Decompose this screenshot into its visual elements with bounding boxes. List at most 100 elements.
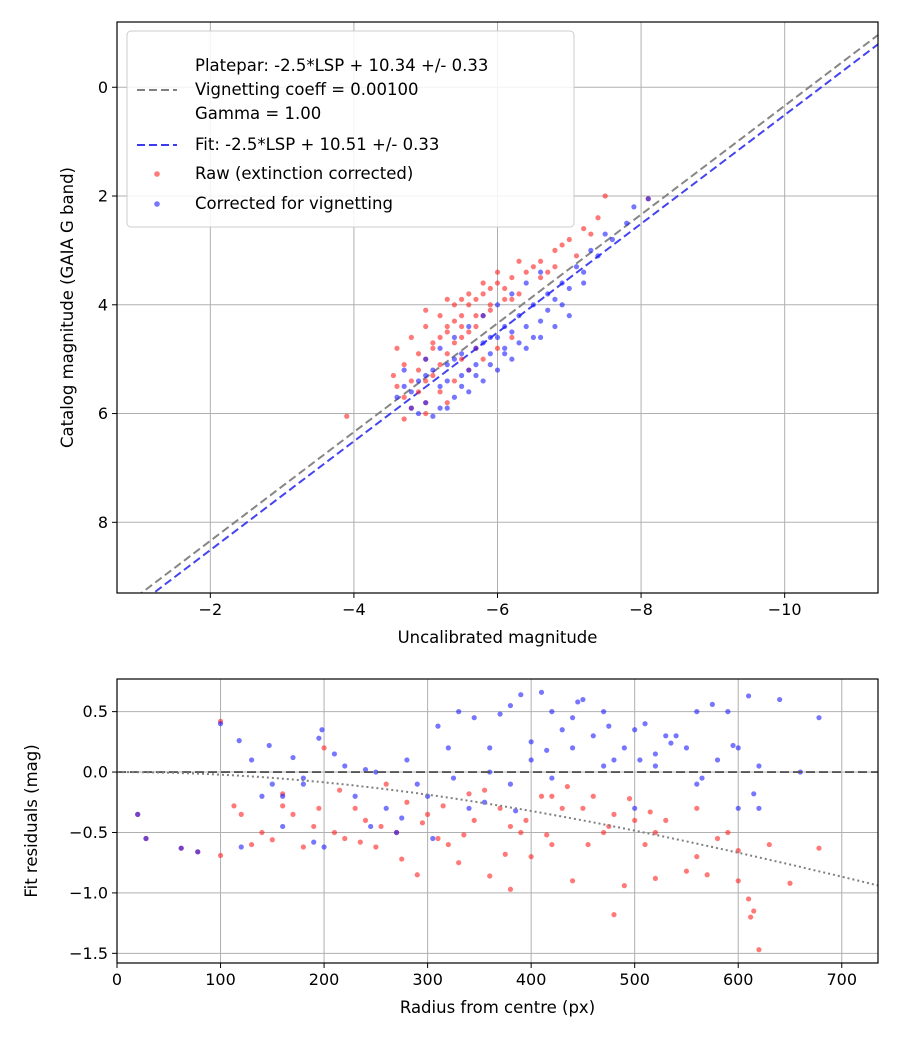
raw-point <box>523 269 529 275</box>
corrected-point <box>399 815 405 821</box>
corrected-point <box>143 835 149 842</box>
corrected-point <box>459 372 465 379</box>
corrected-point <box>507 781 514 787</box>
raw-point <box>559 242 565 248</box>
plot-area <box>139 34 878 593</box>
corrected-point <box>735 745 741 751</box>
corrected-point <box>642 721 648 727</box>
y-tick-label: 6 <box>98 404 108 423</box>
corrected-point <box>516 340 522 346</box>
corrected-point <box>300 781 306 787</box>
raw-point <box>590 793 596 799</box>
corrected-point <box>652 751 658 757</box>
corrected-point <box>319 727 325 733</box>
raw-point <box>344 413 350 419</box>
corrected-point <box>290 754 296 761</box>
legend: Platepar: -2.5*LSP + 10.34 +/- 0.33 Vigne… <box>126 30 575 228</box>
corrected-point <box>606 723 612 729</box>
x-tick-label: 100 <box>205 970 236 989</box>
raw-point <box>437 334 443 341</box>
raw-point <box>459 313 465 319</box>
x-axis-label: Uncalibrated magnitude <box>398 628 598 647</box>
corrected-point <box>714 757 721 763</box>
corrected-point <box>509 356 515 362</box>
raw-point <box>466 291 472 297</box>
raw-point <box>518 829 524 836</box>
corrected-point <box>248 757 255 763</box>
raw-point <box>509 334 515 341</box>
raw-point <box>704 872 710 878</box>
corrected-point <box>437 405 443 411</box>
raw-point <box>466 791 472 797</box>
corrected-point <box>494 302 501 308</box>
corrected-point <box>730 742 736 749</box>
corrected-point <box>595 253 601 259</box>
raw-point <box>337 787 343 793</box>
corrected-point <box>423 400 429 406</box>
corrected-point <box>518 692 524 698</box>
corrected-point <box>280 823 286 830</box>
legend-entry: Fit: -2.5*LSP + 10.51 +/- 0.33 <box>195 135 439 154</box>
corrected-point <box>217 721 224 727</box>
corrected-point <box>494 334 501 341</box>
raw-point <box>430 340 436 346</box>
corrected-point <box>444 405 450 411</box>
raw-point <box>487 307 493 313</box>
legend-entry: Gamma = 1.00 <box>195 104 321 123</box>
corrected-point <box>569 745 576 751</box>
corrected-point <box>602 231 608 237</box>
x-tick-label: 500 <box>619 970 650 989</box>
raw-point <box>425 811 431 817</box>
corrected-point <box>745 693 752 699</box>
corrected-point <box>480 340 486 346</box>
corrected-point <box>631 204 637 210</box>
axes-frame <box>116 678 879 964</box>
corrected-point <box>552 323 558 330</box>
corrected-point <box>414 781 420 787</box>
raw-point <box>444 351 450 357</box>
corrected-point <box>580 696 586 703</box>
raw-point <box>444 323 450 330</box>
raw-point <box>694 805 700 811</box>
corrected-point <box>581 280 587 286</box>
raw-point <box>440 803 446 809</box>
corrected-point <box>480 378 486 384</box>
corrected-point <box>645 196 651 202</box>
corrected-point <box>601 763 607 769</box>
corrected-point <box>480 313 486 319</box>
corrected-point <box>559 302 565 308</box>
corrected-point <box>528 739 534 745</box>
raw-point <box>435 835 441 842</box>
corrected-point <box>544 747 550 753</box>
corrected-point <box>699 775 705 781</box>
raw-point <box>766 841 772 848</box>
corrected-point <box>509 291 515 297</box>
raw-point <box>494 269 501 275</box>
raw-point <box>647 809 653 815</box>
raw-point <box>663 817 669 823</box>
corrected-point <box>523 345 529 351</box>
corrected-point <box>816 715 822 721</box>
corrected-point <box>523 323 529 330</box>
raw-point <box>632 817 638 823</box>
raw-point <box>523 817 529 823</box>
corrected-point <box>575 699 581 705</box>
x-tick-label: 300 <box>412 970 443 989</box>
raw-point <box>569 878 576 884</box>
raw-point <box>480 291 486 297</box>
raw-point <box>497 805 503 811</box>
corrected-point <box>316 735 322 741</box>
raw-point <box>544 832 550 838</box>
raw-point <box>423 323 429 330</box>
corrected-point <box>523 280 529 286</box>
raw-point <box>602 193 608 199</box>
raw-point <box>516 258 522 264</box>
corrected-point <box>466 805 472 811</box>
raw-point <box>626 796 633 802</box>
corrected-point <box>611 757 617 763</box>
corrected-point <box>269 781 275 787</box>
legend-entry: Raw (extinction corrected) <box>195 164 413 183</box>
raw-point <box>487 285 493 292</box>
raw-point <box>259 829 265 836</box>
raw-point <box>816 845 822 851</box>
